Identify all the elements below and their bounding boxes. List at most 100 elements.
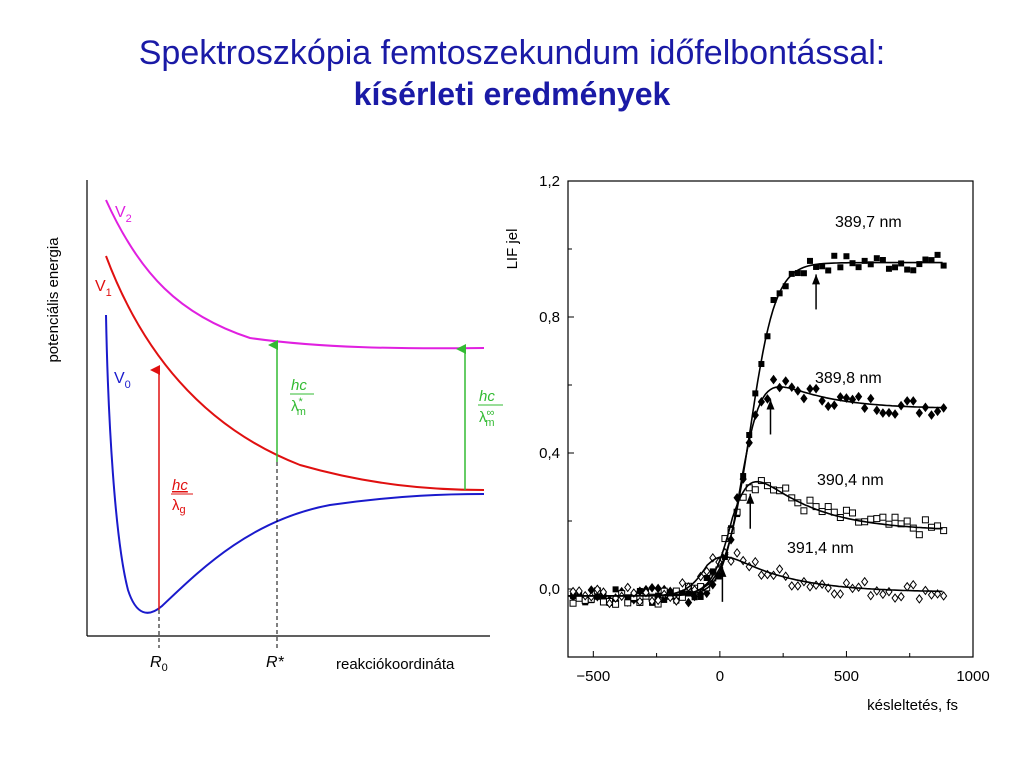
data-point — [891, 409, 899, 419]
x-tick-label: −500 — [576, 668, 610, 685]
data-point — [709, 579, 717, 590]
data-point — [678, 578, 687, 588]
data-point — [861, 257, 868, 264]
data-point — [915, 594, 923, 604]
data-point — [800, 393, 808, 404]
data-point — [575, 586, 583, 596]
data-point — [757, 570, 766, 581]
data-point — [672, 596, 680, 606]
data-point — [915, 408, 923, 418]
data-point — [788, 581, 796, 591]
data-point — [927, 590, 936, 600]
data-point — [849, 509, 857, 517]
data-point — [782, 376, 790, 386]
data-point — [861, 403, 869, 414]
data-point — [703, 574, 710, 581]
data-point — [836, 589, 844, 599]
data-point — [854, 391, 863, 402]
data-point — [642, 587, 650, 598]
chart-frame — [567, 180, 974, 658]
data-point — [824, 503, 832, 511]
data-point — [697, 571, 705, 582]
data-point — [867, 393, 875, 404]
peak-arrow-head — [746, 493, 755, 504]
data-point — [782, 283, 789, 290]
data-point — [624, 582, 632, 593]
data-point — [806, 257, 813, 264]
data-point — [818, 396, 826, 406]
data-point — [794, 581, 802, 591]
svg-text:hc: hc — [291, 377, 307, 394]
data-point — [709, 568, 716, 575]
data-point — [855, 264, 862, 271]
y-tick-label: 1,2 — [539, 173, 560, 190]
peak-arrow-head — [812, 274, 821, 285]
data-point — [861, 576, 869, 587]
data-point — [915, 531, 923, 539]
data-point — [867, 515, 875, 523]
svg-text:λ*m: λ* m — [291, 396, 306, 418]
data-point — [854, 582, 863, 593]
data-point — [806, 496, 814, 504]
svg-text:λg: λg — [172, 497, 186, 516]
label-V1: V1 — [95, 278, 112, 299]
data-point — [824, 401, 832, 412]
data-point — [927, 523, 935, 531]
data-point — [916, 261, 923, 268]
fraction-green-1: hc λ* m — [290, 377, 314, 418]
label-V0: V0 — [114, 370, 131, 391]
data-point — [813, 263, 820, 270]
fraction-red: hc λg — [171, 477, 193, 516]
data-point — [684, 597, 693, 608]
data-point — [843, 253, 850, 260]
data-point — [830, 400, 838, 411]
data-point — [812, 580, 820, 590]
data-point — [904, 266, 911, 273]
series-label: 389,7 nm — [835, 214, 902, 231]
data-point — [763, 394, 772, 404]
data-point — [842, 506, 850, 514]
data-point — [867, 261, 874, 268]
x-tick-label: 1000 — [956, 668, 989, 685]
data-point — [879, 589, 887, 600]
data-point — [727, 556, 735, 566]
data-point — [612, 586, 619, 593]
svg-text:λ∞m: λ∞ m — [479, 407, 495, 429]
data-point — [569, 599, 577, 607]
data-point — [806, 383, 814, 394]
data-point — [624, 599, 632, 607]
data-point — [599, 598, 607, 606]
data-point — [605, 598, 614, 609]
data-point — [812, 383, 820, 394]
data-point — [873, 405, 881, 416]
data-point — [825, 267, 832, 274]
data-point — [721, 535, 729, 543]
data-point — [867, 590, 875, 601]
data-point — [910, 267, 917, 274]
x-tick-label: 0 — [716, 668, 724, 685]
data-point — [800, 507, 808, 515]
data-point — [654, 583, 662, 594]
data-point — [842, 578, 851, 588]
x-tick-label: 500 — [834, 668, 859, 685]
chart-x-label: késleltetés, fs — [867, 697, 958, 714]
curve-V0 — [105, 314, 485, 614]
tick-R0: R0 — [150, 654, 168, 674]
data-point — [837, 264, 844, 271]
data-point — [927, 410, 936, 420]
data-point — [933, 406, 942, 417]
data-point — [794, 270, 801, 277]
title-line-1: Spektroszkópia femtoszekundum időfelbont… — [138, 34, 886, 72]
fit-curve — [568, 555, 943, 597]
data-point — [891, 593, 899, 603]
chart-y-label: LIF jel — [504, 229, 521, 270]
data-point — [934, 251, 941, 258]
data-point — [806, 581, 814, 592]
data-point — [654, 595, 662, 606]
data-point — [800, 270, 807, 277]
data-point — [782, 484, 790, 492]
data-point — [903, 396, 911, 406]
data-point — [764, 333, 771, 340]
data-point — [885, 586, 893, 597]
